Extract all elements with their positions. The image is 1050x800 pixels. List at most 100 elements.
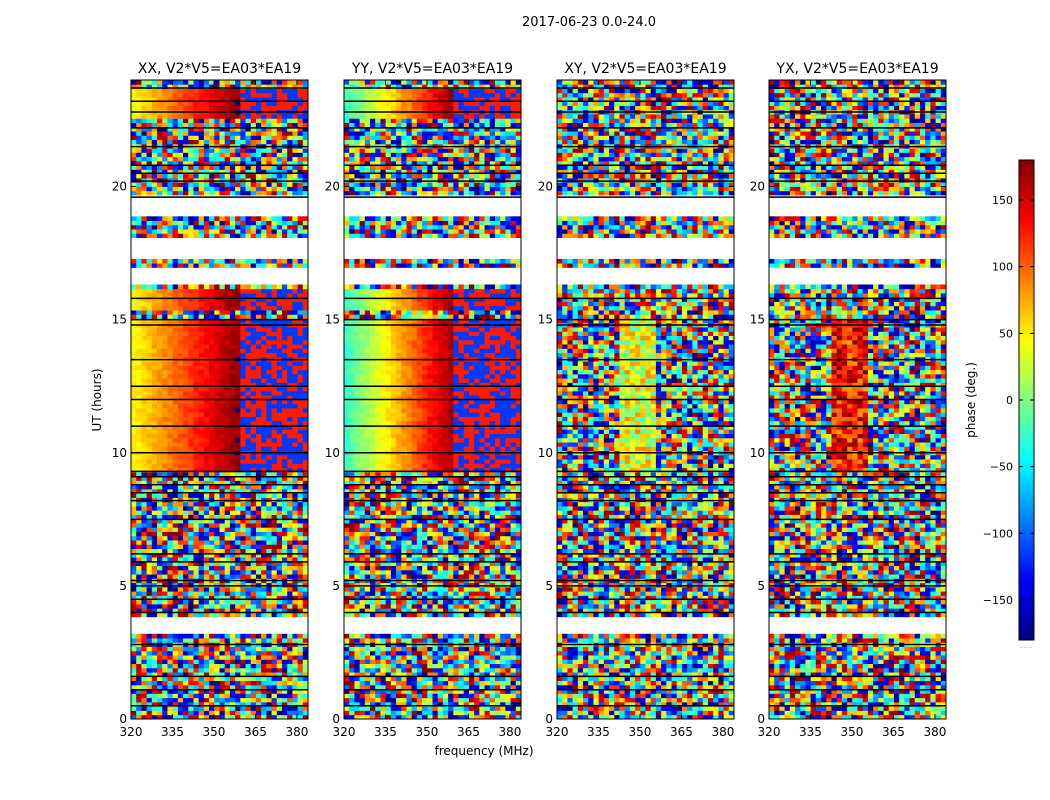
heatmap-cell xyxy=(266,353,272,358)
heatmap-cell xyxy=(157,391,163,396)
heatmap-cell xyxy=(277,374,283,379)
heatmap-cell xyxy=(272,532,278,537)
heatmap-cell xyxy=(204,591,210,596)
heatmap-cell xyxy=(459,706,465,711)
heatmap-cell xyxy=(282,510,288,515)
heatmap-cell xyxy=(209,135,215,140)
heatmap-cell xyxy=(209,225,215,230)
heatmap-cell xyxy=(235,152,241,157)
heatmap-cell xyxy=(240,510,246,515)
heatmap-cell xyxy=(183,118,189,123)
heatmap-cell xyxy=(235,378,241,383)
heatmap-cell xyxy=(204,353,210,358)
heatmap-cell xyxy=(173,284,179,289)
heatmap-cell xyxy=(282,536,288,541)
heatmap-cell xyxy=(173,510,179,515)
heatmap-cell xyxy=(240,664,246,669)
heatmap-cell xyxy=(204,544,210,549)
heatmap-cell xyxy=(131,361,137,366)
heatmap-cell xyxy=(220,604,226,609)
heatmap-cell xyxy=(277,664,283,669)
heatmap-cell xyxy=(246,378,252,383)
heatmap-cell xyxy=(417,693,423,698)
heatmap-cell xyxy=(178,685,184,690)
heatmap-cell xyxy=(131,634,137,639)
heatmap-cell xyxy=(354,710,360,715)
heatmap-cell xyxy=(183,106,189,111)
heatmap-cell xyxy=(246,506,252,511)
heatmap-cell xyxy=(214,229,220,234)
heatmap-cell xyxy=(183,293,189,298)
heatmap-cell xyxy=(282,221,288,226)
heatmap-cell xyxy=(220,634,226,639)
heatmap-cell xyxy=(272,647,278,652)
heatmap-cell xyxy=(246,566,252,571)
heatmap-cell xyxy=(209,187,215,192)
heatmap-cell xyxy=(204,310,210,315)
heatmap-cell xyxy=(178,114,184,119)
heatmap-cell xyxy=(199,668,205,673)
heatmap-cell xyxy=(287,698,293,703)
heatmap-cell xyxy=(214,310,220,315)
heatmap-cell xyxy=(136,527,142,532)
heatmap-cell xyxy=(152,544,158,549)
heatmap-cell xyxy=(136,152,142,157)
heatmap-cell xyxy=(152,178,158,183)
heatmap-cell xyxy=(167,106,173,111)
heatmap-cell xyxy=(287,302,293,307)
heatmap-cell xyxy=(220,331,226,336)
heatmap-cell xyxy=(209,634,215,639)
heatmap-cell xyxy=(141,604,147,609)
heatmap-cell xyxy=(209,123,215,128)
heatmap-cell xyxy=(266,421,272,426)
heatmap-cell xyxy=(167,515,173,520)
heatmap-cell xyxy=(256,353,262,358)
heatmap-cell xyxy=(298,647,304,652)
heatmap-cell xyxy=(230,140,236,145)
heatmap-cell xyxy=(287,336,293,341)
heatmap-cell xyxy=(204,361,210,366)
heatmap-cell xyxy=(220,148,226,153)
heatmap-cell xyxy=(220,693,226,698)
heatmap-cell xyxy=(204,284,210,289)
heatmap-cell xyxy=(225,106,231,111)
heatmap-cell xyxy=(272,306,278,311)
heatmap-cell xyxy=(225,421,231,426)
heatmap-cell xyxy=(256,157,262,162)
heatmap-cell xyxy=(230,106,236,111)
heatmap-cell xyxy=(230,344,236,349)
heatmap-cell xyxy=(193,310,199,315)
heatmap-cell xyxy=(277,532,283,537)
heatmap-cell xyxy=(438,664,444,669)
heatmap-cell xyxy=(167,310,173,315)
heatmap-cell xyxy=(277,463,283,468)
heatmap-cell xyxy=(448,693,454,698)
heatmap-cell xyxy=(287,681,293,686)
heatmap-cell xyxy=(152,659,158,664)
heatmap-cell xyxy=(214,655,220,660)
heatmap-cell xyxy=(173,178,179,183)
heatmap-cell xyxy=(167,152,173,157)
heatmap-cell xyxy=(209,536,215,541)
heatmap-cell xyxy=(261,340,267,345)
heatmap-cell xyxy=(370,681,376,686)
heatmap-cell xyxy=(173,123,179,128)
heatmap-cell xyxy=(141,591,147,596)
heatmap-cell xyxy=(131,417,137,422)
heatmap-cell xyxy=(199,152,205,157)
heatmap-cell xyxy=(136,510,142,515)
heatmap-cell xyxy=(277,191,283,196)
heatmap-cell xyxy=(240,574,246,579)
heatmap-cell xyxy=(162,463,168,468)
heatmap-cell xyxy=(209,706,215,711)
heatmap-cell xyxy=(298,664,304,669)
heatmap-cell xyxy=(214,123,220,128)
heatmap-cell xyxy=(225,472,231,477)
heatmap-cell xyxy=(214,408,220,413)
heatmap-cell xyxy=(178,434,184,439)
heatmap-cell xyxy=(141,140,147,145)
heatmap-cell xyxy=(136,391,142,396)
panel-title: XX, V2*V5=EA03*EA19 xyxy=(138,61,301,77)
heatmap-cell xyxy=(188,434,194,439)
heatmap-cell xyxy=(183,93,189,98)
